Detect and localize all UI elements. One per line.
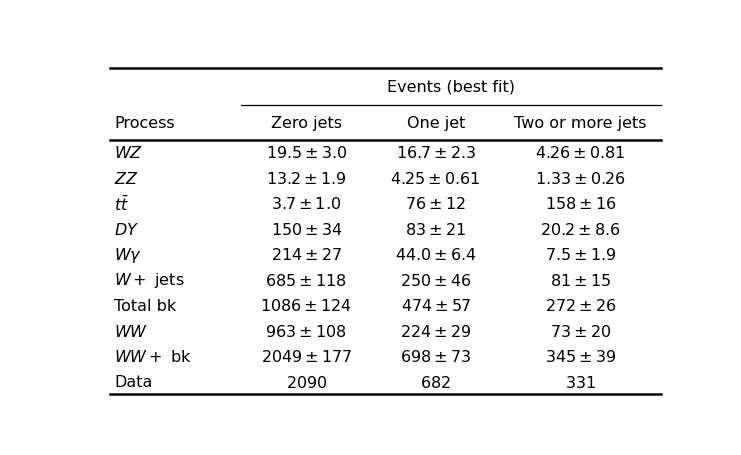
Text: $2049 \pm 177$: $2049 \pm 177$ [261,349,352,364]
Text: $t\bar{t}$: $t\bar{t}$ [114,194,130,213]
Text: $224 \pm 29$: $224 \pm 29$ [400,323,471,339]
Text: $685 \pm 118$: $685 \pm 118$ [265,272,347,288]
Text: Data: Data [114,374,153,389]
Text: $W\gamma$: $W\gamma$ [114,245,142,264]
Text: $250 \pm 46$: $250 \pm 46$ [400,272,471,288]
Text: $698 \pm 73$: $698 \pm 73$ [400,349,471,364]
Text: $81 \pm 15$: $81 \pm 15$ [550,272,611,288]
Text: $272 \pm 26$: $272 \pm 26$ [545,298,617,313]
Text: $13.2 \pm 1.9$: $13.2 \pm 1.9$ [266,171,347,187]
Text: $3.7 \pm 1.0$: $3.7 \pm 1.0$ [271,196,342,212]
Text: $W +$ jets: $W +$ jets [114,271,185,290]
Text: $WW$: $WW$ [114,323,149,339]
Text: $WZ$: $WZ$ [114,145,144,161]
Text: $158 \pm 16$: $158 \pm 16$ [545,196,617,212]
Text: $DY$: $DY$ [114,221,139,238]
Text: $4.25 \pm 0.61$: $4.25 \pm 0.61$ [391,171,481,187]
Text: $682$: $682$ [420,374,451,390]
Text: Process: Process [114,116,175,131]
Text: $963 \pm 108$: $963 \pm 108$ [265,323,347,339]
Text: $4.26 \pm 0.81$: $4.26 \pm 0.81$ [535,145,625,161]
Text: $345 \pm 39$: $345 \pm 39$ [545,349,616,364]
Text: $7.5 \pm 1.9$: $7.5 \pm 1.9$ [545,247,616,263]
Text: Zero jets: Zero jets [270,116,342,131]
Text: $331$: $331$ [565,374,596,390]
Text: $WW +$ bk: $WW +$ bk [114,349,193,364]
Text: $1.33 \pm 0.26$: $1.33 \pm 0.26$ [535,171,626,187]
Text: $214 \pm 27$: $214 \pm 27$ [270,247,342,263]
Text: $474 \pm 57$: $474 \pm 57$ [401,298,471,313]
Text: One jet: One jet [407,116,465,131]
Text: Total bk: Total bk [114,298,176,313]
Text: Events (best fit): Events (best fit) [387,80,515,95]
Text: $73 \pm 20$: $73 \pm 20$ [550,323,611,339]
Text: $16.7 \pm 2.3$: $16.7 \pm 2.3$ [396,145,476,161]
Text: Two or more jets: Two or more jets [514,116,647,131]
Text: $20.2 \pm 8.6$: $20.2 \pm 8.6$ [540,221,621,238]
Text: $19.5 \pm 3.0$: $19.5 \pm 3.0$ [265,145,347,161]
Text: $83 \pm 21$: $83 \pm 21$ [405,221,466,238]
Text: $44.0 \pm 6.4$: $44.0 \pm 6.4$ [395,247,476,263]
Text: $2090$: $2090$ [285,374,327,390]
Text: $150 \pm 34$: $150 \pm 34$ [270,221,342,238]
Text: $1086 \pm 124$: $1086 \pm 124$ [260,298,352,313]
Text: $76 \pm 12$: $76 \pm 12$ [405,196,466,212]
Text: $ZZ$: $ZZ$ [114,171,139,187]
